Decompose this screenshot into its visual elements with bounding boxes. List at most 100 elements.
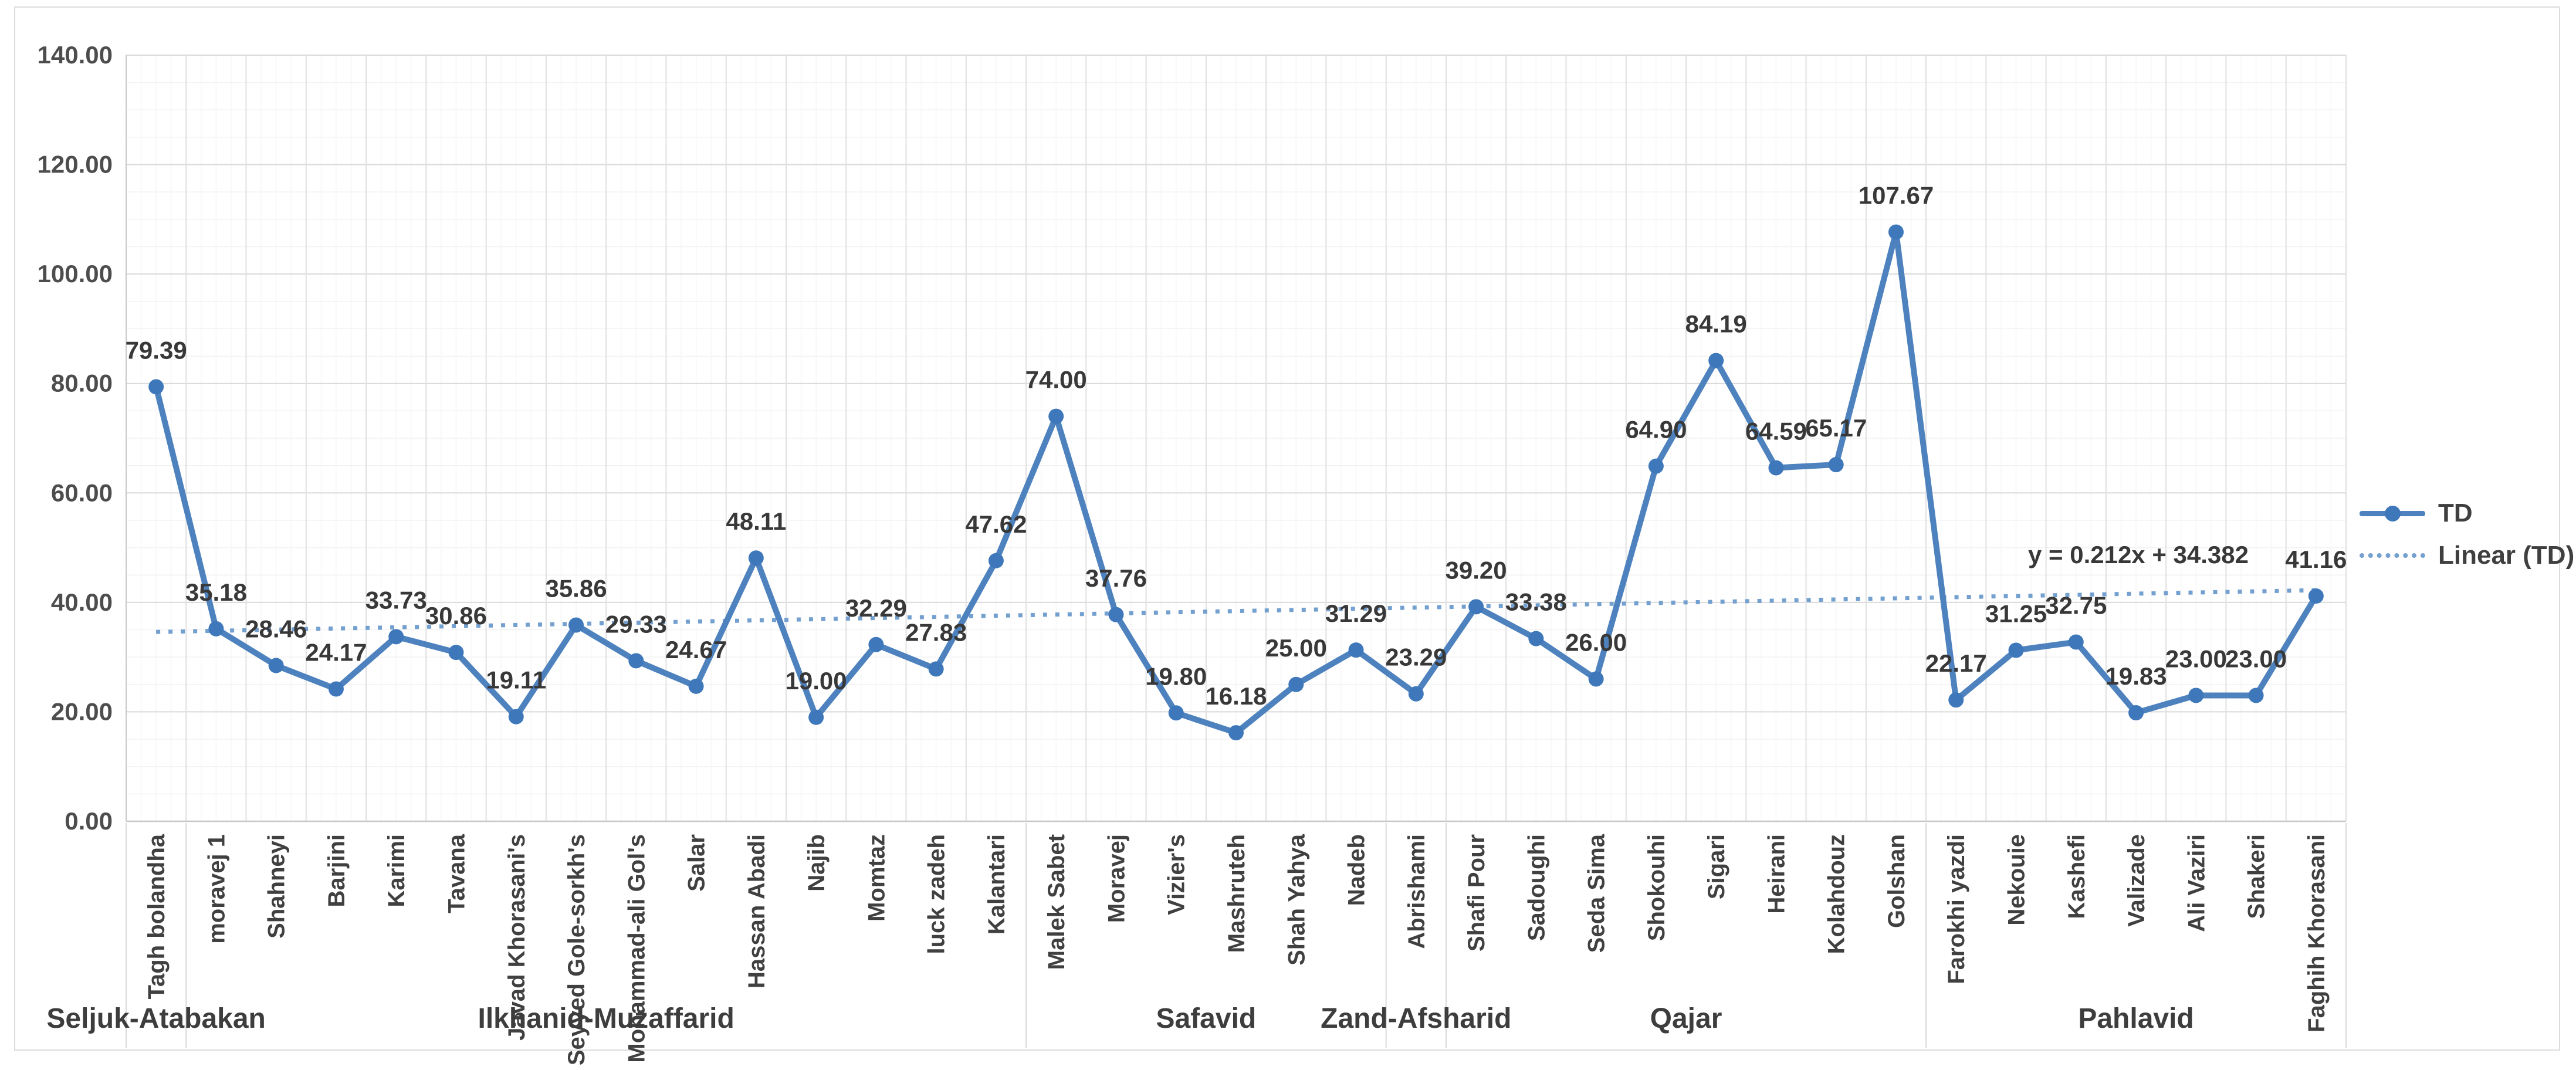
data-label: 107.67 [1859, 182, 1934, 209]
data-label: 74.00 [1025, 366, 1087, 394]
group-label: Pahlavid [2078, 1003, 2194, 1034]
data-label: 32.75 [2045, 591, 2107, 619]
data-label: 29.33 [605, 610, 667, 638]
data-point-marker[interactable] [1348, 642, 1364, 658]
data-label: 64.90 [1625, 416, 1687, 443]
data-label: 31.29 [1325, 600, 1387, 627]
category-label: Moravej [1103, 834, 1129, 923]
data-point-marker[interactable] [1108, 607, 1124, 622]
category-label: Hassan Abadi [744, 834, 770, 988]
data-point-marker[interactable] [448, 645, 464, 661]
data-point-marker[interactable] [1828, 457, 1844, 473]
category-label: Seda Sima [1584, 834, 1610, 953]
trendline-linear-td[interactable] [156, 588, 2316, 634]
data-point-marker[interactable] [2188, 688, 2204, 703]
data-point-marker[interactable] [1408, 686, 1424, 702]
data-point-marker[interactable] [2308, 588, 2324, 604]
data-point-marker[interactable] [2128, 705, 2144, 721]
y-axis-tick-label: 0.00 [65, 807, 113, 835]
y-axis-tick-label: 20.00 [51, 697, 113, 725]
data-label: 19.11 [486, 666, 546, 694]
data-point-marker[interactable] [2068, 634, 2084, 650]
data-label: 47.62 [965, 510, 1027, 538]
category-label: Mohammad-ali Gol's [624, 834, 649, 1063]
category-label: Shakeri [2244, 834, 2270, 919]
data-point-marker[interactable] [688, 678, 704, 694]
category-label: Shokouhi [1644, 834, 1670, 941]
data-point-marker[interactable] [868, 636, 884, 652]
data-point-marker[interactable] [328, 681, 344, 697]
data-label: 19.00 [786, 667, 847, 695]
data-point-marker[interactable] [568, 617, 584, 633]
data-label: 33.73 [365, 586, 427, 614]
data-label: 24.67 [665, 636, 727, 663]
data-point-marker[interactable] [1648, 458, 1664, 474]
data-point-marker[interactable] [808, 709, 824, 725]
category-label: Shah Yahya [1284, 834, 1309, 966]
category-label: Vizier's [1164, 834, 1190, 915]
data-point-marker[interactable] [1228, 725, 1244, 741]
category-label: Kalantari [984, 834, 1010, 934]
category-label: Ali Vaziri [2184, 834, 2209, 932]
category-label: Salar [684, 834, 710, 892]
data-point-marker[interactable] [988, 553, 1004, 568]
trendline-equation: y = 0.212x + 34.382 [2027, 541, 2249, 568]
y-axis-tick-label: 140.00 [38, 41, 113, 69]
group-label: Zand-Afsharid [1321, 1003, 1511, 1034]
data-point-marker[interactable] [1168, 705, 1184, 721]
legend-item-linear-td[interactable]: Linear (TD) [2360, 541, 2575, 570]
data-point-marker[interactable] [1588, 671, 1604, 687]
data-point-marker[interactable] [928, 661, 944, 677]
category-label: Nadeb [1344, 834, 1370, 906]
data-point-marker[interactable] [1468, 599, 1484, 615]
data-point-marker[interactable] [508, 709, 524, 724]
data-point-marker[interactable] [748, 550, 764, 566]
category-label: Sadoughi [1524, 834, 1549, 941]
data-label: 19.83 [2105, 662, 2167, 690]
data-point-marker[interactable] [388, 629, 404, 645]
data-point-marker[interactable] [1048, 408, 1064, 424]
category-label: Malek Sabet [1044, 834, 1069, 970]
category-label: Valizade [2124, 834, 2150, 927]
data-label: 23.29 [1385, 644, 1447, 671]
category-label: Seyyed Gole-sorkh's [564, 834, 590, 1065]
data-label: 28.46 [245, 615, 307, 643]
group-label: Seljuk-Atabakan [46, 1003, 265, 1034]
data-label: 32.29 [845, 594, 907, 622]
data-point-marker[interactable] [2248, 688, 2264, 703]
data-point-marker[interactable] [2008, 642, 2024, 658]
category-label: Shahneyi [264, 834, 290, 939]
data-point-marker[interactable] [1948, 692, 1964, 708]
category-label: Tagh bolandha [144, 834, 170, 999]
legend-item-td[interactable]: TD [2360, 499, 2574, 527]
data-point-marker[interactable] [628, 653, 644, 669]
td-series-swatch-icon [2360, 505, 2425, 522]
category-label: Kolahdouz [1824, 834, 1850, 954]
data-point-marker[interactable] [1708, 353, 1724, 368]
data-point-marker[interactable] [148, 379, 164, 395]
data-point-marker[interactable] [1528, 631, 1544, 646]
data-point-marker[interactable] [208, 621, 224, 636]
category-label: Momtaz [864, 834, 889, 922]
data-point-marker[interactable] [1288, 676, 1304, 692]
category-label: Sigari [1704, 834, 1729, 899]
data-label: 25.00 [1265, 634, 1327, 662]
data-label: 33.38 [1505, 588, 1567, 616]
data-label: 19.80 [1145, 662, 1207, 690]
category-label: Kashefi [2064, 834, 2090, 919]
data-label: 24.17 [305, 639, 367, 666]
data-label: 22.17 [1925, 649, 1987, 677]
data-label: 84.19 [1685, 310, 1747, 338]
data-point-marker[interactable] [268, 658, 284, 673]
legend: TD Linear (TD) [2360, 499, 2575, 584]
data-label: 31.25 [1985, 600, 2047, 627]
legend-label-linear-td: Linear (TD) [2438, 541, 2575, 570]
category-label: Javad Khorasani's [504, 834, 530, 1041]
data-point-marker[interactable] [1768, 460, 1784, 476]
data-point-marker[interactable] [1888, 224, 1904, 240]
group-label: Ilkhanid-Muzaffarid [478, 1003, 734, 1034]
data-label: 23.00 [2225, 645, 2287, 672]
y-axis-tick-label: 40.00 [51, 588, 113, 616]
